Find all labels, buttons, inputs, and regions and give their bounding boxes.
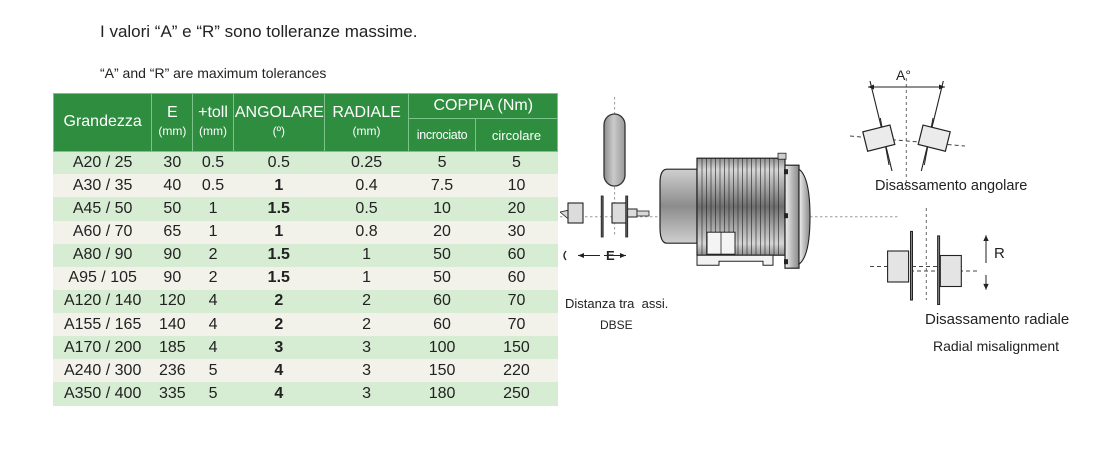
- svg-text:R: R: [994, 245, 1005, 262]
- svg-text:Radial misalignment: Radial misalignment: [933, 338, 1059, 354]
- svg-text:E: E: [606, 248, 615, 263]
- svg-text:A°: A°: [896, 67, 911, 83]
- svg-text:Disassamento radiale: Disassamento radiale: [925, 311, 1069, 328]
- svg-text:Disassamento angolare: Disassamento angolare: [875, 178, 1027, 194]
